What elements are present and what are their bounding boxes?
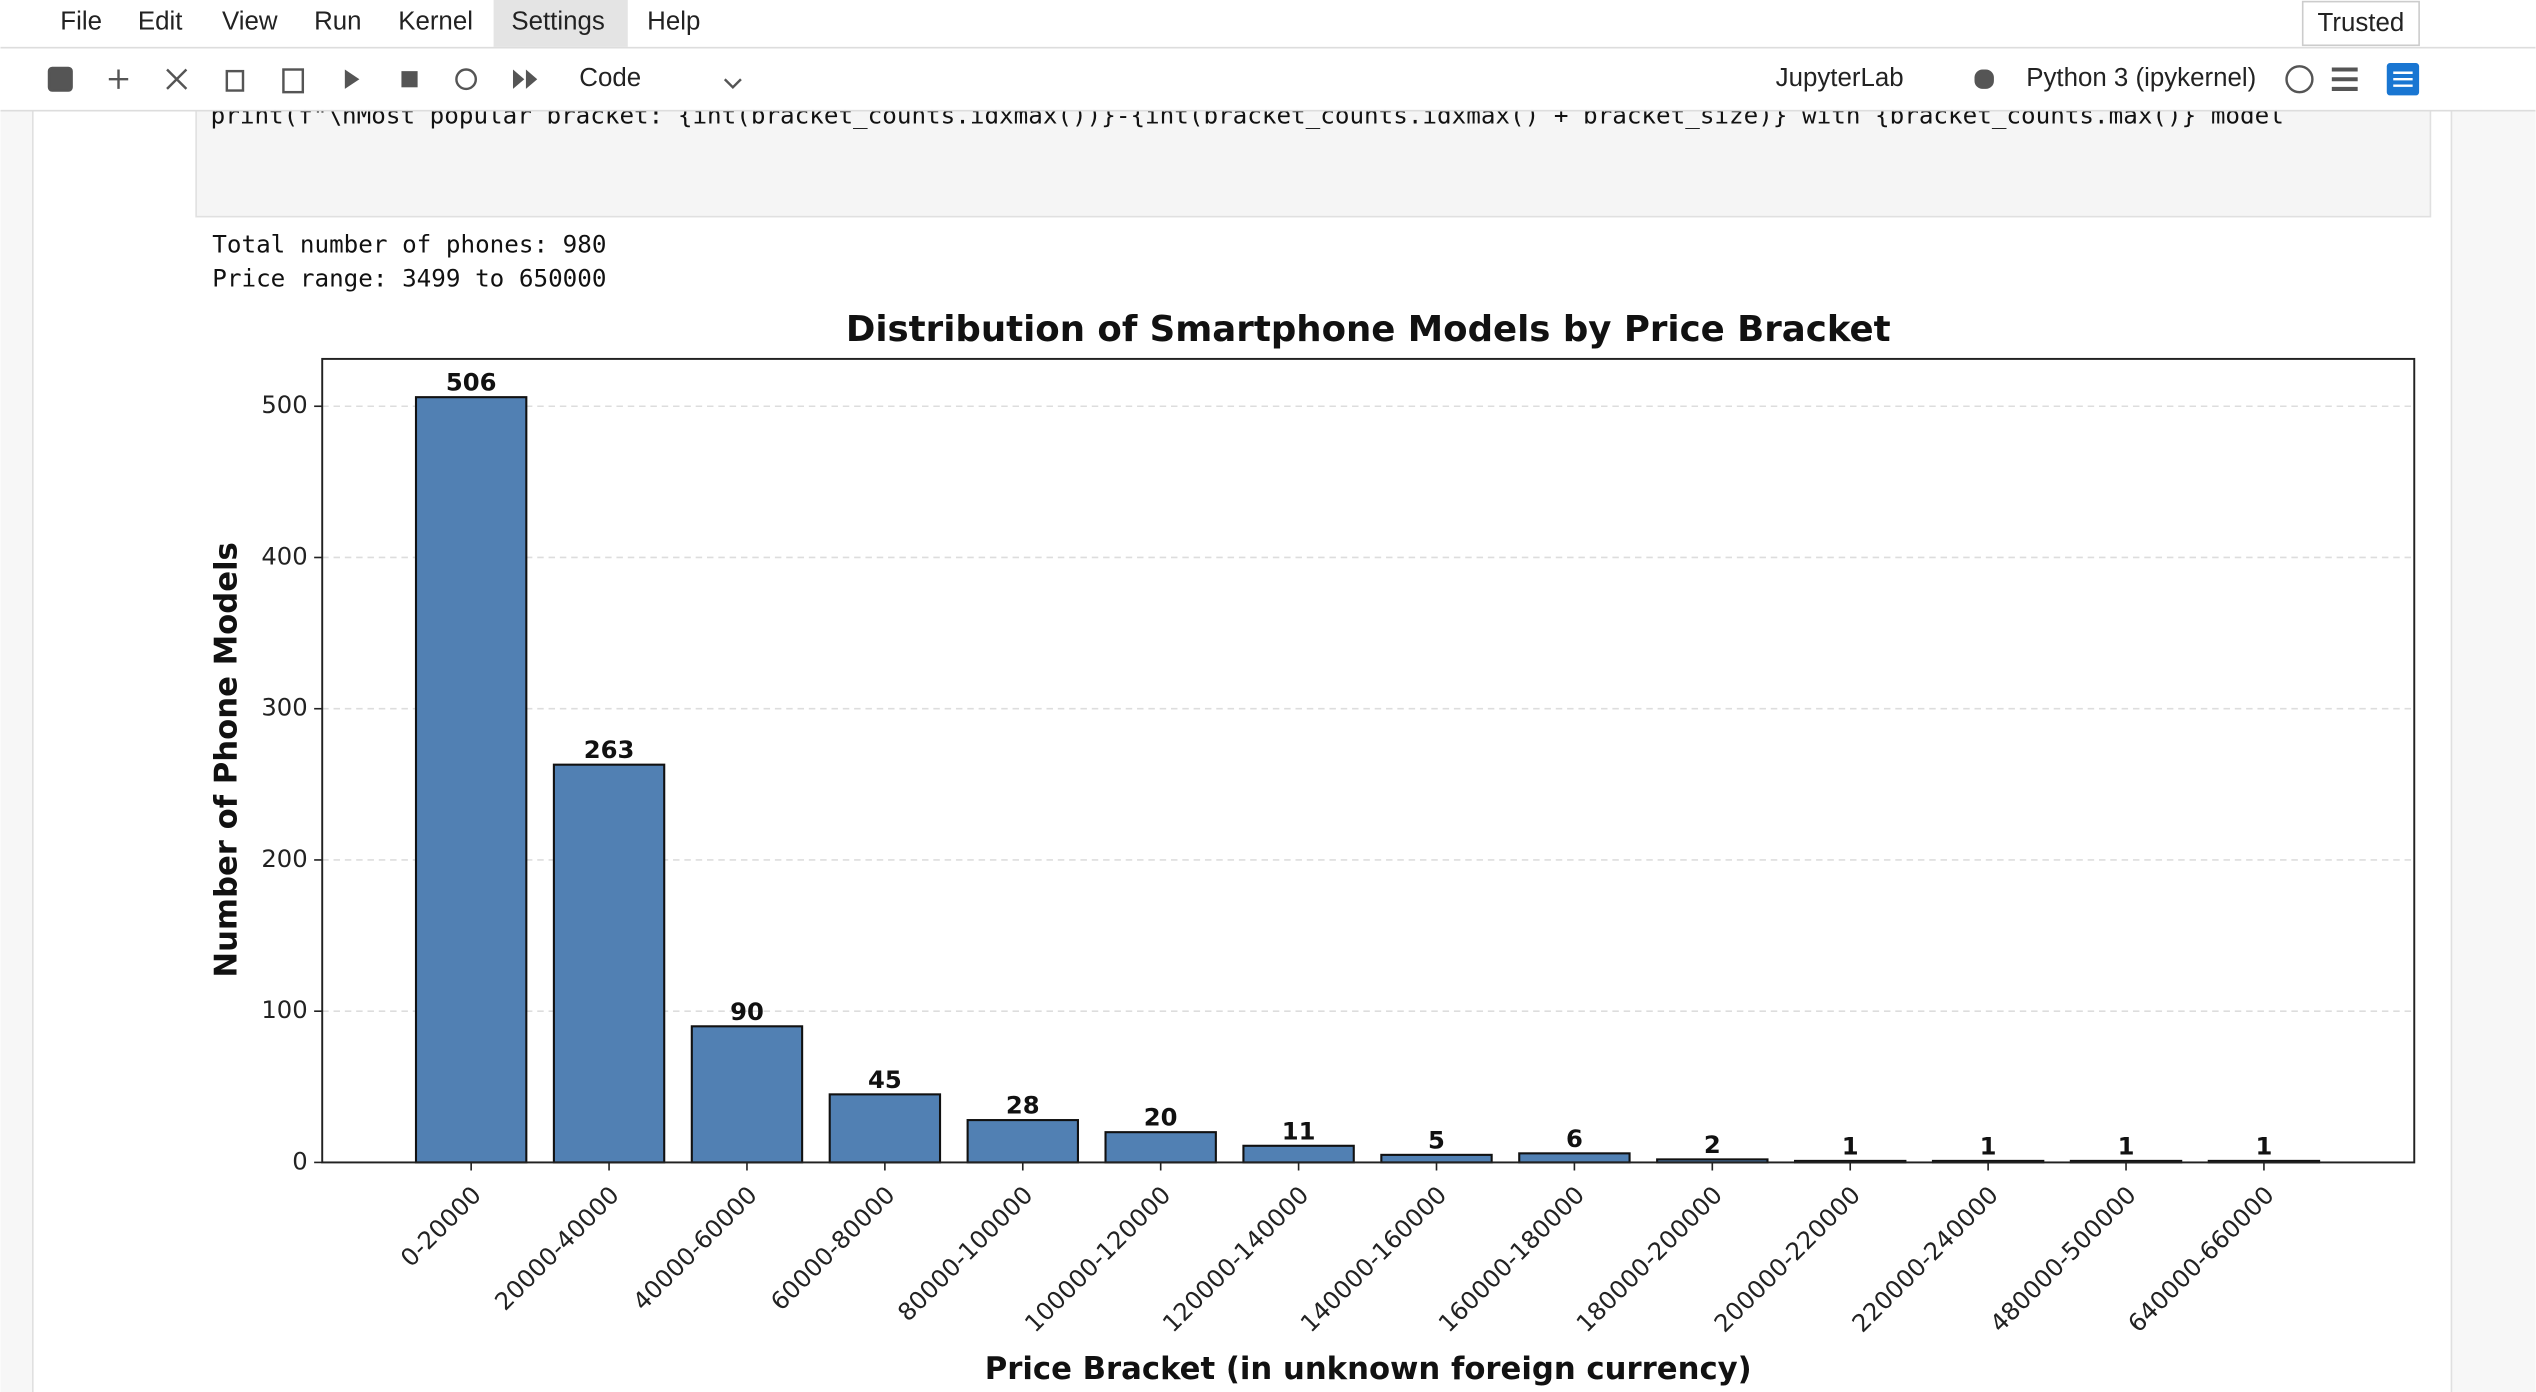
data-label: 90: [730, 997, 764, 1026]
save-icon[interactable]: [47, 66, 73, 92]
restart-icon[interactable]: [455, 68, 478, 91]
menu-icon[interactable]: [2331, 67, 2358, 91]
data-label: 20: [1144, 1103, 1178, 1132]
plot-frame: [321, 357, 2416, 1164]
kernel-name[interactable]: Python 3 (ipykernel): [2026, 64, 2256, 92]
menu-item[interactable]: Run: [314, 7, 361, 35]
notebook-panel: [32, 109, 2453, 1392]
data-label: 5: [1428, 1125, 1445, 1154]
bar: [1518, 1152, 1631, 1164]
data-label: 45: [868, 1065, 902, 1094]
debug-icon[interactable]: [1974, 69, 1994, 89]
add-icon[interactable]: [108, 69, 129, 89]
restart-run-icon[interactable]: [512, 69, 538, 89]
bar: [1242, 1144, 1355, 1164]
x-axis-label: Price Bracket (in unknown foreign curren…: [985, 1351, 1752, 1387]
copy-icon[interactable]: [225, 69, 245, 92]
bar: [828, 1093, 942, 1164]
menubar: [0, 0, 2536, 47]
toolbar-icons: [47, 65, 2358, 94]
output-line: Price range: 3499 to 650000: [212, 264, 606, 293]
stop-icon[interactable]: [401, 71, 418, 88]
data-label: 2: [1704, 1130, 1721, 1159]
bar: [966, 1119, 1079, 1164]
menu-item[interactable]: View: [222, 7, 278, 35]
code-line: print(f"\nMost popular bracket: {int(bra…: [211, 100, 2284, 129]
run-icon[interactable]: [344, 69, 360, 89]
paste-icon[interactable]: [282, 68, 305, 94]
bar: [1104, 1131, 1217, 1164]
data-label: 263: [584, 735, 635, 764]
bar: [552, 763, 666, 1164]
menu-item[interactable]: Kernel: [398, 7, 473, 35]
bar: [1380, 1153, 1493, 1164]
cell-type[interactable]: Code: [579, 64, 641, 92]
kernel-status: [2285, 65, 2314, 94]
y-tick-label: 300: [261, 693, 307, 722]
trusted-label[interactable]: Trusted: [2318, 9, 2405, 37]
data-label: 1: [2118, 1131, 2135, 1160]
data-label: 1: [2256, 1131, 2273, 1160]
bar: [690, 1025, 804, 1164]
output-line: Total number of phones: 980: [212, 230, 606, 259]
trusted-button[interactable]: [2301, 0, 2420, 47]
data-label: 28: [1006, 1091, 1040, 1120]
data-label: 1: [1980, 1131, 1997, 1160]
data-label: 11: [1282, 1116, 1316, 1145]
y-axis-label: Number of Phone Models: [209, 542, 245, 977]
y-tick-label: 0: [292, 1146, 307, 1175]
data-label: 506: [446, 368, 497, 397]
jupyterlab-link[interactable]: JupyterLab: [1776, 64, 1904, 92]
menu-highlight: [493, 0, 628, 47]
y-tick-label: 200: [261, 844, 307, 873]
data-label: 1: [1842, 1131, 1859, 1160]
menu-item[interactable]: File: [60, 7, 102, 35]
dropdown-chevron[interactable]: [723, 78, 742, 90]
menu-item[interactable]: Help: [647, 7, 700, 35]
menu-item[interactable]: Edit: [138, 7, 183, 35]
menu-item[interactable]: Settings: [511, 7, 604, 35]
y-tick-label: 500: [261, 390, 307, 419]
y-tick-label: 100: [261, 995, 307, 1024]
toolbar: [0, 48, 2536, 110]
data-label: 6: [1566, 1124, 1583, 1153]
chart-title: Distribution of Smartphone Models by Pri…: [846, 309, 1891, 350]
cut-icon[interactable]: [166, 68, 188, 90]
y-tick-label: 400: [261, 541, 307, 570]
property-inspector-lines: [2393, 71, 2413, 87]
bar: [414, 396, 528, 1164]
